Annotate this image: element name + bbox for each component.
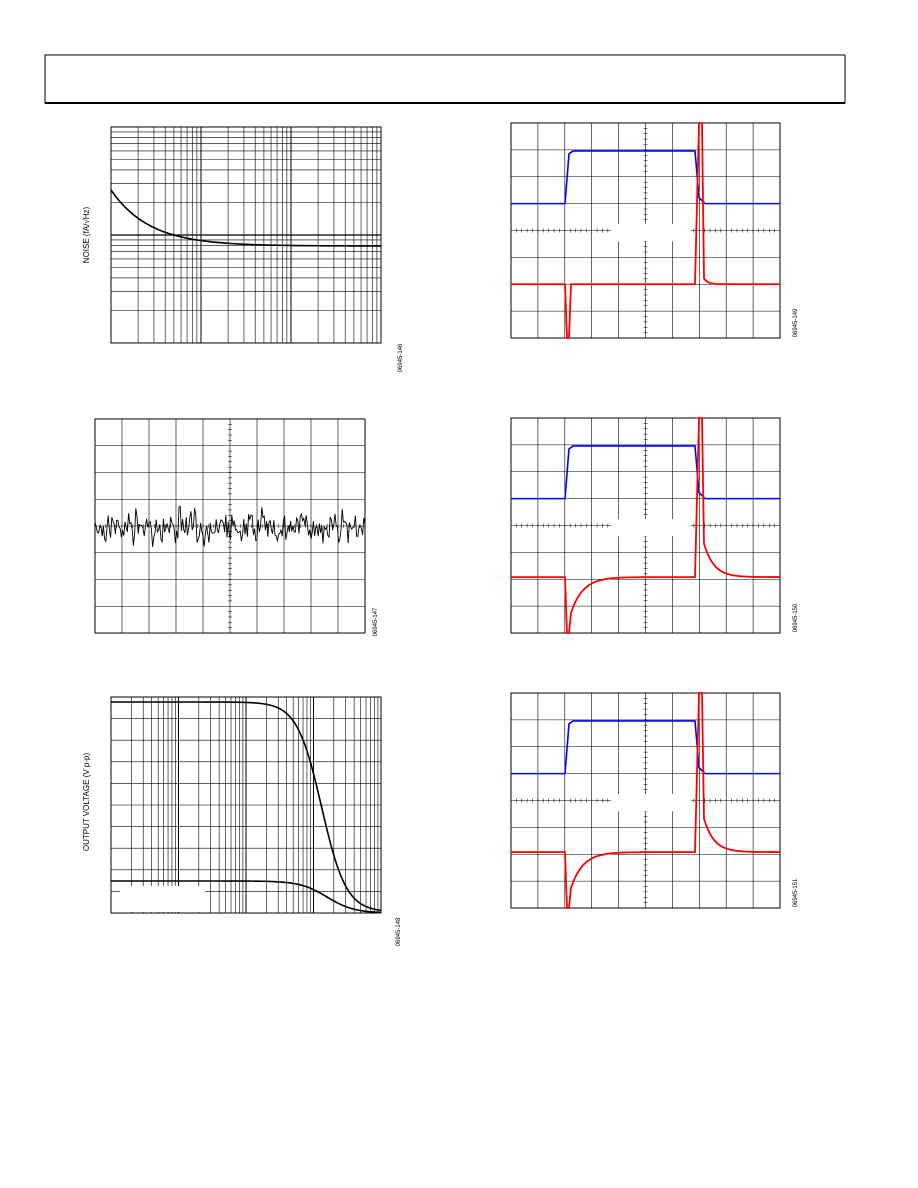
figure-code: 06945-150 <box>793 603 799 632</box>
header-box <box>44 54 846 104</box>
trace <box>110 189 382 247</box>
figure-code: 06945-151 <box>793 878 799 907</box>
trace <box>111 701 382 912</box>
figure-code: 06945-146 <box>398 343 404 372</box>
plot-frame <box>510 417 781 634</box>
figure-code: 06945-148 <box>396 917 402 946</box>
mask <box>611 519 691 537</box>
mask <box>611 794 691 812</box>
trace <box>111 880 382 914</box>
plot-frame <box>510 692 781 909</box>
trace <box>511 417 781 634</box>
plot-frame <box>510 122 781 339</box>
plot-frame <box>94 418 366 634</box>
y-axis-label: OUTPUT VOLTAGE (V p-p) <box>82 753 91 852</box>
y-axis-label: NOISE (fA/√Hz) <box>82 206 91 263</box>
trace <box>94 505 366 547</box>
figure-code: 06945-147 <box>373 607 379 636</box>
trace <box>511 122 780 339</box>
trace <box>511 150 780 205</box>
mask <box>120 886 205 912</box>
trace <box>511 692 781 909</box>
figure-code: 06945-149 <box>793 308 799 337</box>
mask <box>611 224 691 242</box>
